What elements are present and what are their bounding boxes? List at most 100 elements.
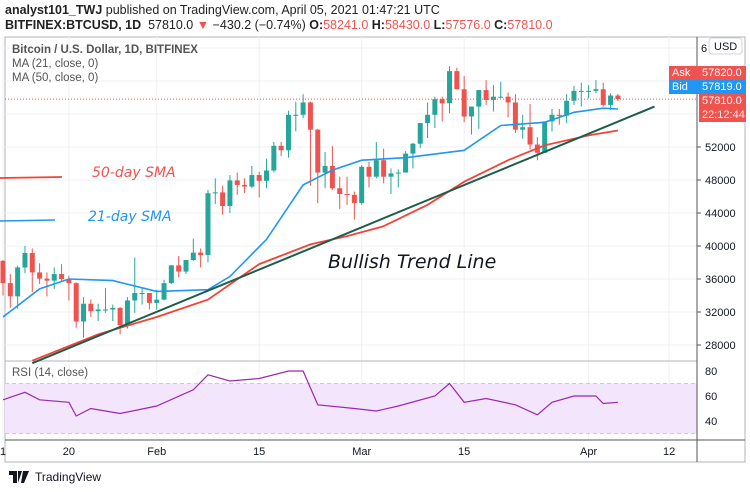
candle-body (242, 184, 248, 187)
author[interactable]: analyst101_TWJ (5, 3, 103, 17)
candle-body (432, 99, 438, 115)
candle-body (212, 192, 218, 194)
price-axis[interactable]: 28000 32000 36000 40000 44000 48000 52000 (697, 142, 736, 352)
candle-body (388, 173, 394, 177)
trend-line[interactable] (31, 105, 655, 365)
candle-body (146, 293, 152, 303)
candle-body (285, 114, 291, 151)
price-tick-label: 32000 (705, 307, 736, 319)
price-change: −430.2 (−0.74%) (212, 18, 306, 32)
candle-body (586, 90, 592, 92)
price-tick-label: 48000 (705, 175, 736, 187)
legend-rsi[interactable]: RSI (14, close) (12, 367, 89, 379)
candle-body (15, 267, 21, 297)
candle-body (44, 278, 50, 281)
candle-body (190, 252, 196, 261)
candle-body (264, 170, 270, 181)
sma50-annotation: 50-day SMA (92, 165, 176, 181)
ask-price: 57820.0 (699, 66, 746, 80)
candle-body (542, 121, 548, 153)
candles (0, 66, 621, 338)
candle-body (315, 129, 321, 173)
ma50-line (31, 129, 619, 362)
time-tick-label: Feb (147, 446, 166, 458)
candle-body (293, 114, 299, 116)
candle-body (468, 106, 474, 117)
candle-body (549, 114, 555, 122)
candle-body (271, 145, 277, 171)
candle-body (403, 153, 409, 173)
trend-annotation: Bullish Trend Line (328, 251, 496, 273)
candle-body (307, 102, 313, 130)
bid-price: 57819.0 (699, 80, 746, 94)
candle-body (7, 283, 13, 297)
candle-body (410, 143, 416, 154)
time-axis[interactable]: 1 20 Feb 15 Mar 15 Apr 12 (0, 446, 675, 458)
candle-body (498, 96, 504, 98)
legend-title: Bitcoin / U.S. Dollar, 1D, BITFINEX (12, 44, 198, 56)
high-label: H: (371, 18, 385, 32)
candle-body (29, 253, 35, 273)
tradingview-logo[interactable]: TradingView (8, 470, 101, 484)
open-value: 58241.0 (323, 18, 369, 32)
sma50-marker-line (0, 176, 63, 179)
last-price-label: 57810.0 (702, 95, 742, 107)
candle-body (527, 127, 533, 145)
candle-body (88, 303, 94, 312)
candle-body (373, 160, 379, 177)
candle-body (124, 300, 130, 326)
candle-body (249, 175, 255, 187)
candle-body (512, 102, 518, 130)
candle-body (417, 123, 423, 144)
currency-button[interactable] (708, 37, 743, 55)
low-label: L: (433, 18, 446, 32)
candle-body (608, 95, 614, 105)
brand-name: TradingView (35, 470, 102, 484)
candle-body (300, 102, 306, 115)
price-tick-label: 36000 (705, 274, 736, 286)
candle-body (0, 260, 6, 284)
price-tick-label: 44000 (705, 208, 736, 220)
time-tick-label: 20 (63, 446, 75, 458)
time-tick-label: 15 (253, 446, 265, 458)
candle-body (117, 307, 123, 326)
tradingview-logo-icon (9, 471, 29, 483)
candle-body (461, 89, 467, 117)
last-price: 57810.0 (148, 18, 194, 32)
candle-body (329, 165, 335, 189)
candle-body (344, 194, 350, 196)
last-price-badge: 57810.0 22:12:44 (699, 94, 746, 122)
rsi-axis: 80 60 40 (705, 366, 717, 428)
symbol-info: BITFINEX:BTCUSD, 1D 57810.0 ▼ −430.2 (−0… (5, 18, 553, 32)
candle-body (220, 192, 226, 206)
rsi-tick-label: 40 (705, 416, 717, 428)
candle-body (337, 188, 343, 195)
bar-countdown: 22:12:44 (702, 109, 745, 121)
candle-body (490, 96, 496, 100)
candle-body (227, 180, 233, 206)
candle-body (505, 96, 511, 103)
rsi-tick-label: 60 (705, 391, 717, 403)
candle-body (139, 293, 145, 295)
time-tick-label: 1 (0, 446, 6, 458)
candle-body (381, 160, 387, 177)
rsi-tick-label: 80 (705, 366, 717, 378)
legend-ma50[interactable]: MA (50, close, 0) (12, 72, 99, 84)
candle-body (351, 194, 357, 204)
candle-body (615, 95, 621, 100)
candle-body (37, 272, 43, 279)
close-label: C: (494, 18, 508, 32)
legend-ma21[interactable]: MA (21, close, 0) (12, 58, 99, 70)
chart-frame (4, 36, 746, 463)
high-value: 58430.0 (384, 18, 431, 32)
down-arrow-icon: ▼ (196, 18, 210, 32)
sma21-annotation: 21-day SMA (88, 209, 172, 225)
candle-body (447, 71, 453, 104)
candle-body (556, 114, 562, 116)
candle-body (154, 299, 160, 303)
candle-body (564, 100, 570, 116)
price-tick-label: 28000 (705, 340, 736, 352)
low-value: 57576.0 (445, 18, 491, 32)
candle-body (176, 265, 182, 272)
